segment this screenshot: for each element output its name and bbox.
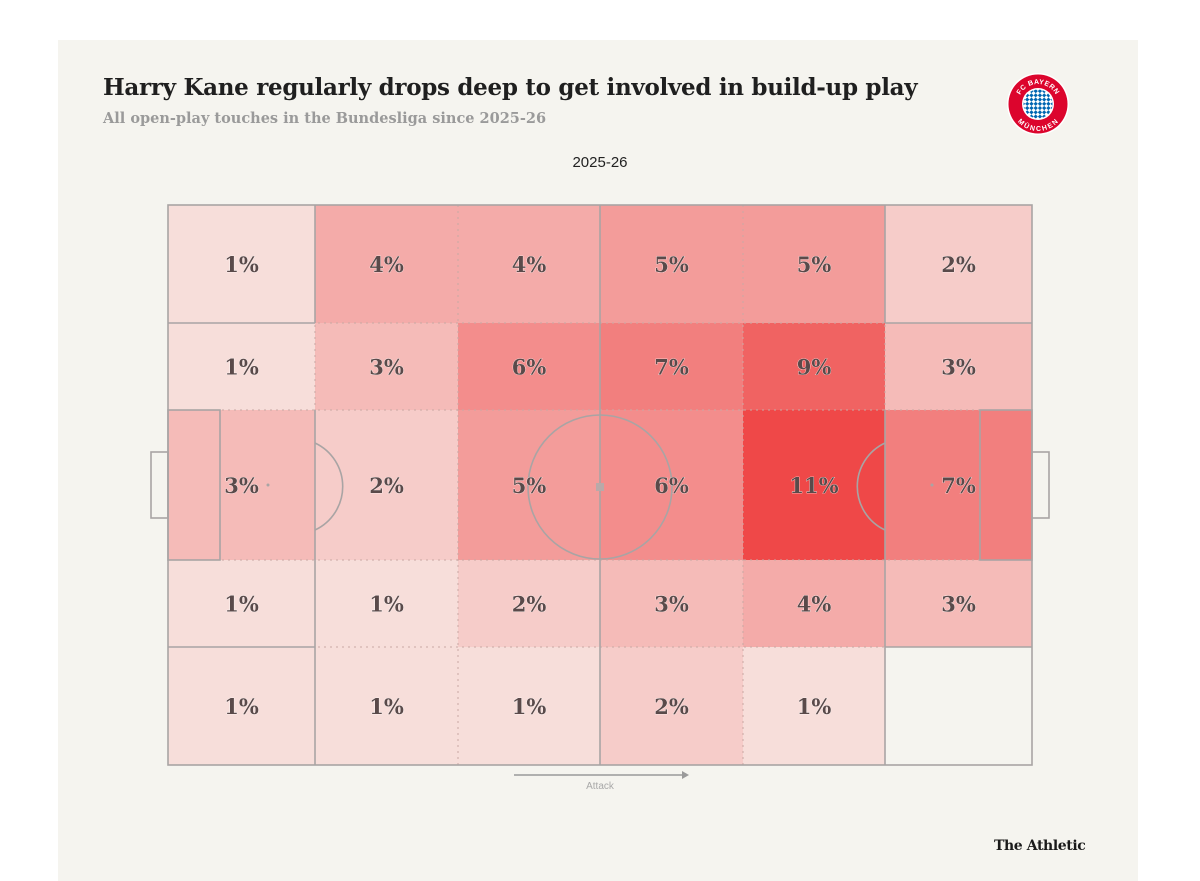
heatmap-cell-r1-c6 (885, 205, 1032, 323)
cell-label-r4-c4: 3% (654, 592, 689, 617)
heatmap-cell-r2-c1 (168, 323, 315, 410)
attack-label: Attack (586, 781, 615, 792)
heatmap-cell-r3-c3 (458, 410, 600, 560)
heatmap-labels: 1% 4% 4% 5% 5% 2% 1% 3% 6% 7% 9% 3% 3% 2% 5% 6% 11% 7% 1% 1… (224, 252, 976, 720)
cell-label-r4-c6: 3% (941, 592, 976, 617)
chart-subtitle: All open-play touches in the Bundesliga … (103, 110, 547, 127)
left-penalty-arc (314, 442, 344, 531)
cell-label-r1-c4: 5% (654, 252, 689, 277)
heatmap-cell-r1-c1 (168, 205, 315, 323)
attack-direction: Attack (514, 771, 689, 792)
cell-label-r5-c2: 1% (369, 694, 404, 719)
cell-label-r4-c2: 1% (369, 592, 404, 617)
cell-label-r5-c5: 1% (797, 694, 832, 719)
right-goal (1031, 451, 1050, 519)
cell-label-r3-c4: 6% (654, 473, 689, 498)
cell-label-r1-c6: 2% (941, 252, 976, 277)
cell-label-r1-c2: 4% (369, 252, 404, 277)
cell-label-r3-c5: 11% (789, 473, 838, 498)
heatmap-cell-r3-c2 (315, 410, 458, 560)
heatmap-cell-r3-c6 (885, 410, 1032, 560)
center-spot (596, 483, 604, 491)
heatmap-cell-r4-c1 (168, 560, 315, 647)
cell-label-r4-c3: 2% (512, 592, 547, 617)
heatmap-cell-r4-c4 (600, 560, 743, 647)
heatmap-cell-r3-c1 (168, 410, 315, 560)
left-penalty-spot (266, 483, 270, 487)
heatmap-cell-r5-c4 (600, 647, 743, 765)
cell-label-r2-c3: 6% (512, 355, 547, 380)
cell-label-r3-c3: 5% (512, 473, 547, 498)
heatmap-cell-r5-c6 (885, 647, 1032, 765)
heatmap-cell-r5-c5 (743, 647, 885, 765)
heatmap-cell-r3-c5 (743, 410, 885, 560)
heatmap-cell-r1-c5 (743, 205, 885, 323)
cell-label-r2-c2: 3% (369, 355, 404, 380)
left-goal (150, 451, 169, 519)
cell-label-r3-c6: 7% (941, 473, 976, 498)
heatmap-cell-r5-c1 (168, 647, 315, 765)
cell-label-r4-c5: 4% (797, 592, 832, 617)
cell-label-r2-c1: 1% (224, 355, 259, 380)
cell-label-r1-c5: 5% (797, 252, 832, 277)
heatmap-cell-r2-c4 (600, 323, 743, 410)
fc-bayern-crest-icon: FC BAYERN MÜNCHEN (1007, 73, 1069, 135)
attack-arrow-head-icon (682, 771, 689, 779)
heatmap-cell-r2-c6 (885, 323, 1032, 410)
the-athletic-logo: The Athletic (994, 838, 1086, 854)
cell-label-r5-c4: 2% (654, 694, 689, 719)
center-circle (527, 414, 673, 560)
heatmap-cell-r4-c2 (315, 560, 458, 647)
cell-label-r2-c4: 7% (654, 355, 689, 380)
heatmap-cell-r4-c3 (458, 560, 600, 647)
heatmap-cells (168, 205, 1032, 765)
heatmap-cell-r4-c5 (743, 560, 885, 647)
cell-label-r4-c1: 1% (224, 592, 259, 617)
heatmap-cell-r2-c5 (743, 323, 885, 410)
heatmap-cell-r2-c3 (458, 323, 600, 410)
season-label: 2025-26 (572, 154, 628, 171)
cell-label-r1-c1: 1% (224, 252, 259, 277)
heatmap-cell-r1-c3 (458, 205, 600, 323)
chart-title: Harry Kane regularly drops deep to get i… (103, 74, 918, 101)
cell-label-r1-c3: 4% (512, 252, 547, 277)
cell-label-r2-c6: 3% (941, 355, 976, 380)
pitch-markings (150, 204, 1050, 766)
crest-diamonds (1023, 89, 1053, 119)
heatmap-cell-r1-c4 (600, 205, 743, 323)
heatmap-cell-r5-c3 (458, 647, 600, 765)
heatmap-cell-r2-c2 (315, 323, 458, 410)
heatmap-cell-r4-c6 (885, 560, 1032, 647)
cell-label-r5-c1: 1% (224, 694, 259, 719)
right-penalty-spot (930, 483, 934, 487)
heatmap-cell-r1-c2 (315, 205, 458, 323)
cell-label-r3-c1: 3% (224, 473, 259, 498)
cell-label-r5-c3: 1% (512, 694, 547, 719)
cell-label-r3-c2: 2% (369, 473, 404, 498)
heatmap-cell-r5-c2 (315, 647, 458, 765)
cell-label-r2-c5: 9% (797, 355, 832, 380)
right-penalty-arc (856, 442, 886, 531)
